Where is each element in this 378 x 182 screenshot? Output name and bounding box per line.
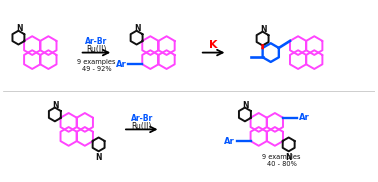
Text: N: N — [16, 24, 23, 33]
Text: 9 examples: 9 examples — [77, 60, 116, 66]
Text: Ar: Ar — [299, 113, 310, 122]
Text: Ru(II): Ru(II) — [86, 45, 107, 54]
Text: 9 examples: 9 examples — [262, 154, 301, 160]
Text: N: N — [134, 24, 141, 33]
Text: Ar-Br: Ar-Br — [85, 37, 108, 46]
Text: Ar: Ar — [224, 137, 235, 146]
Text: Ar-Br: Ar-Br — [131, 114, 153, 123]
Text: 40 - 80%: 40 - 80% — [266, 161, 296, 167]
Text: Ru(II): Ru(II) — [132, 122, 152, 131]
Text: N: N — [53, 101, 59, 110]
Text: N: N — [243, 101, 249, 110]
Text: N: N — [260, 25, 267, 34]
Text: Ar: Ar — [116, 60, 127, 69]
Text: N: N — [95, 153, 102, 162]
Text: K: K — [209, 40, 218, 50]
Text: 49 - 92%: 49 - 92% — [82, 66, 111, 72]
Text: N: N — [285, 153, 292, 162]
